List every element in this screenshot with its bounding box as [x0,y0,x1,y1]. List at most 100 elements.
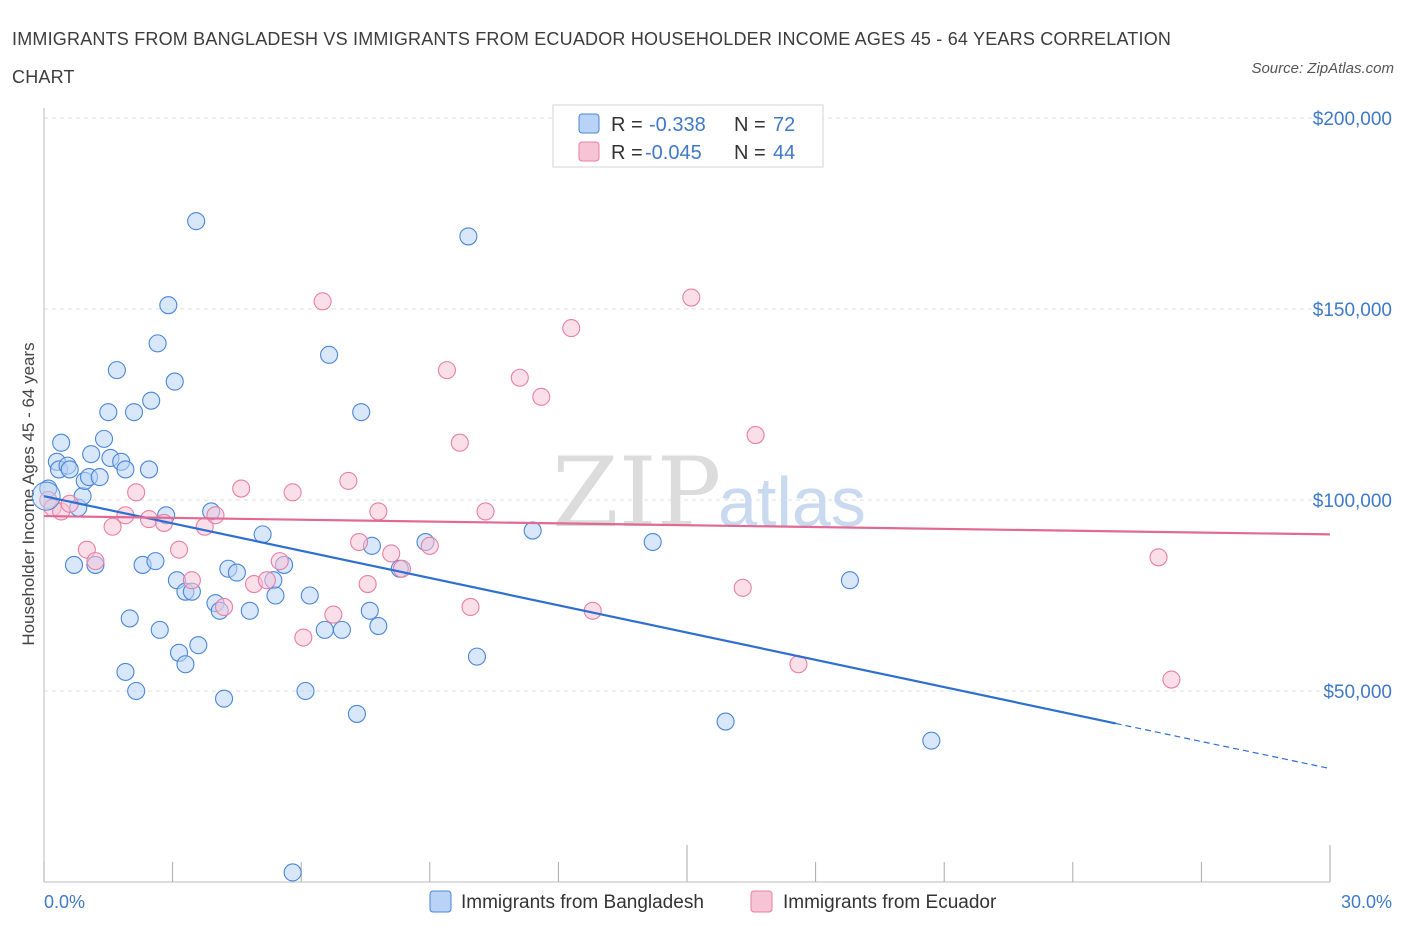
series-legend-label-bangladesh: Immigrants from Bangladesh [461,892,704,913]
data-point [369,617,388,636]
legend-n-label-1: N = [734,114,766,136]
watermark-atlas: atlas [718,463,866,541]
data-point [169,540,189,559]
data-point [94,429,114,448]
legend-swatch-ecuador [578,141,600,162]
legend-n-label-2: N = [734,142,766,164]
data-point [187,212,206,231]
data-point [467,647,487,666]
data-point [382,544,401,563]
data-point [127,483,146,502]
data-point [300,586,319,605]
data-point [227,563,246,582]
data-point [420,536,439,555]
data-point [176,655,195,674]
legend-n-value-1: 72 [773,114,795,136]
data-point [523,521,542,540]
trend-line-ecuador [43,514,1331,536]
series-ecuador [39,288,1181,689]
data-point [510,368,529,387]
correlation-legend: R = -0.338 N = 72 R = -0.045 N = 44 [552,104,824,168]
legend-r-label-2: R = [611,142,643,164]
data-point [214,689,234,708]
data-point [127,681,146,701]
legend-swatch-bangladesh [578,113,600,134]
series-legend-swatch-ecuador [750,890,773,913]
data-point [922,731,941,750]
data-point [270,552,289,571]
data-point [124,403,144,422]
y-tick-label: $100,000 [1313,491,1392,512]
data-point [315,620,334,639]
x-tick-label-min: 0.0% [44,892,85,912]
data-point [90,468,109,487]
data-point [358,574,377,594]
data-point [214,597,234,617]
series-legend-label-ecuador: Immigrants from Ecuador [783,892,997,913]
chart-title: IMMIGRANTS FROM BANGLADESH VS IMMIGRANTS… [12,29,1172,87]
data-point [257,571,276,590]
data-point [107,361,126,380]
data-point [392,559,411,578]
data-point [746,426,765,445]
legend-n-value-2: 44 [773,142,795,164]
data-point [296,681,315,701]
data-point [64,555,84,574]
data-point [1162,670,1181,689]
series-points [31,212,1181,882]
series-legend-swatch-bangladesh [429,890,452,913]
data-point [360,601,379,620]
data-point [150,620,169,639]
data-point [320,345,339,364]
data-point [103,517,122,536]
data-point [206,506,225,525]
data-point [324,605,343,624]
data-point [266,586,285,605]
data-point [347,704,366,723]
data-point [146,552,165,571]
data-point [461,597,480,617]
data-point [165,372,184,391]
x-tick-label-max: 30.0% [1341,892,1392,912]
data-point [159,296,178,315]
y-tick-label: $150,000 [1313,300,1392,321]
chart-source: Source: ZipAtlas.com [1251,60,1394,77]
data-point [643,532,662,552]
data-point [232,479,251,498]
y-axis-label: Householder Income Ages 45 - 64 years [19,342,38,645]
y-tick-label: $200,000 [1313,109,1392,130]
data-point [562,319,581,338]
data-point [283,863,302,882]
trend-lines [43,495,1331,770]
data-point [532,387,551,406]
data-point [189,636,208,655]
data-point [352,403,371,422]
data-point [294,628,313,647]
y-tick-label: $50,000 [1323,682,1392,703]
data-point [82,445,101,464]
data-point [148,334,167,353]
y-tick-labels: $200,000 $150,000 $100,000 $50,000 [1313,109,1392,703]
data-point [116,460,135,479]
data-point [332,620,351,639]
data-point [86,552,105,571]
data-point [182,571,201,590]
data-point [142,391,161,410]
trend-line-extension-bangladesh [1115,722,1331,770]
data-point [682,288,701,307]
data-point [313,292,332,311]
series-legend: Immigrants from Bangladesh Immigrants fr… [429,890,997,913]
data-point [369,502,388,521]
watermark-zip: ZIP [552,437,721,549]
legend-r-value-1: -0.338 [649,114,706,136]
data-point [350,532,369,552]
data-point [476,502,495,521]
data-point [840,571,859,590]
data-point [733,578,752,597]
data-point [450,433,469,452]
data-point [716,712,735,731]
data-point [116,662,135,681]
data-point [60,460,79,479]
data-point [99,403,118,422]
